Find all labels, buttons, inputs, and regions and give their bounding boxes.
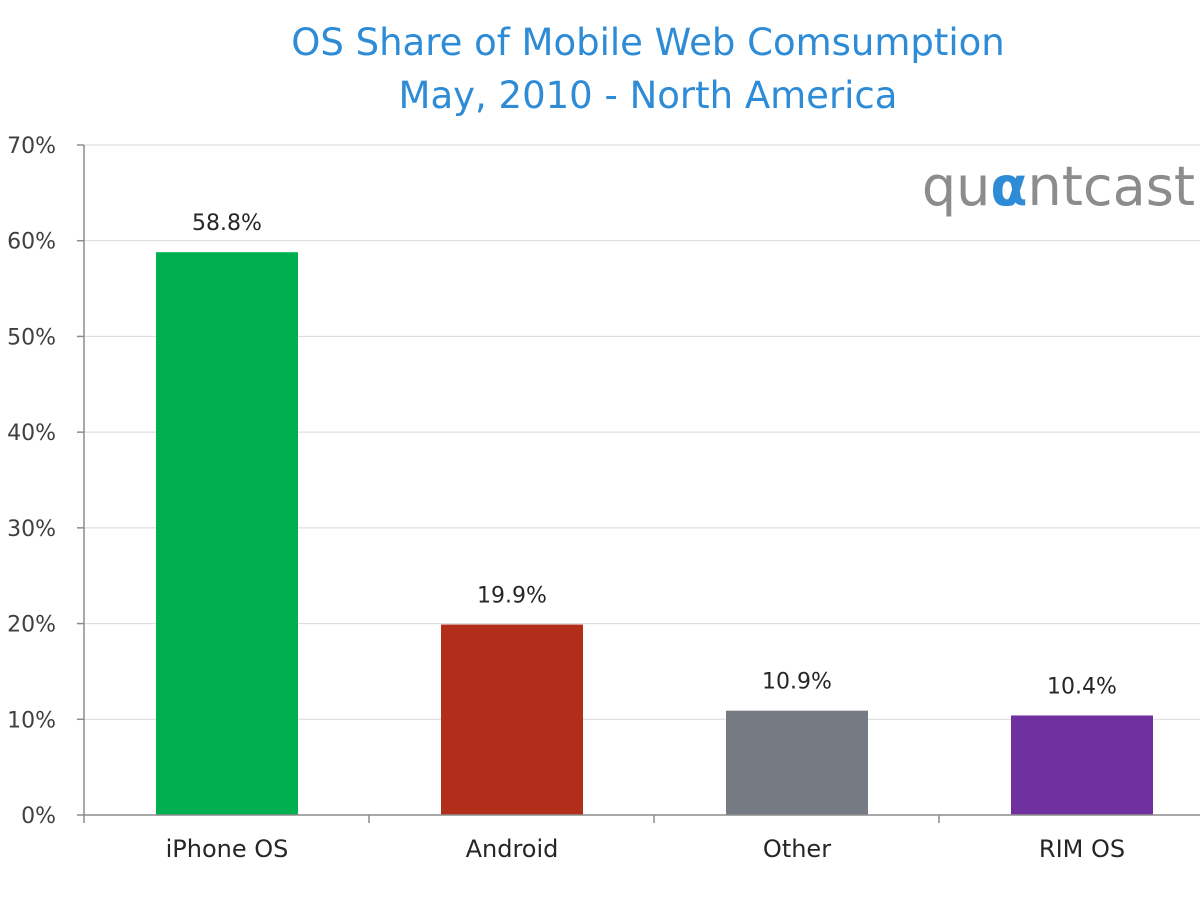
- y-axis-ticks: 0% 10% 20% 30% 40% 50% 60% 70%: [7, 134, 940, 829]
- y-tick-label: 40%: [7, 421, 56, 446]
- bar: [726, 710, 868, 815]
- x-tick-label: RIM OS: [1039, 835, 1125, 863]
- data-label: 58.8%: [192, 211, 262, 236]
- x-tick-label: iPhone OS: [166, 835, 289, 863]
- quantcast-logo: quαntcast: [922, 155, 1195, 218]
- y-tick-label: 10%: [7, 708, 56, 733]
- logo-text-end: ntcast: [1028, 155, 1195, 218]
- y-tick-label: 50%: [7, 325, 56, 350]
- data-label: 10.4%: [1047, 674, 1117, 699]
- chart-title: OS Share of Mobile Web Comsumption: [291, 21, 1005, 64]
- x-tick-label: Android: [466, 835, 559, 863]
- bar: [1011, 715, 1153, 815]
- chart-subtitle: May, 2010 - North America: [399, 74, 898, 117]
- bar: [156, 252, 298, 815]
- data-label: 10.9%: [762, 670, 832, 695]
- data-labels: 58.8% 19.9% 10.9% 10.4%: [192, 211, 1117, 699]
- y-tick-label: 0%: [21, 804, 56, 829]
- bar: [441, 624, 583, 815]
- y-tick-label: 20%: [7, 613, 56, 638]
- data-label: 19.9%: [477, 584, 547, 609]
- y-tick-label: 60%: [7, 230, 56, 255]
- y-tick-label: 30%: [7, 517, 56, 542]
- x-axis-categories: iPhone OS Android Other RIM OS: [166, 835, 1125, 863]
- y-tick-label: 70%: [7, 134, 56, 159]
- x-tick-label: Other: [763, 835, 831, 863]
- logo-accent-alpha: α: [990, 155, 1027, 218]
- logo-text-start: qu: [922, 155, 991, 218]
- bars: [156, 252, 1153, 815]
